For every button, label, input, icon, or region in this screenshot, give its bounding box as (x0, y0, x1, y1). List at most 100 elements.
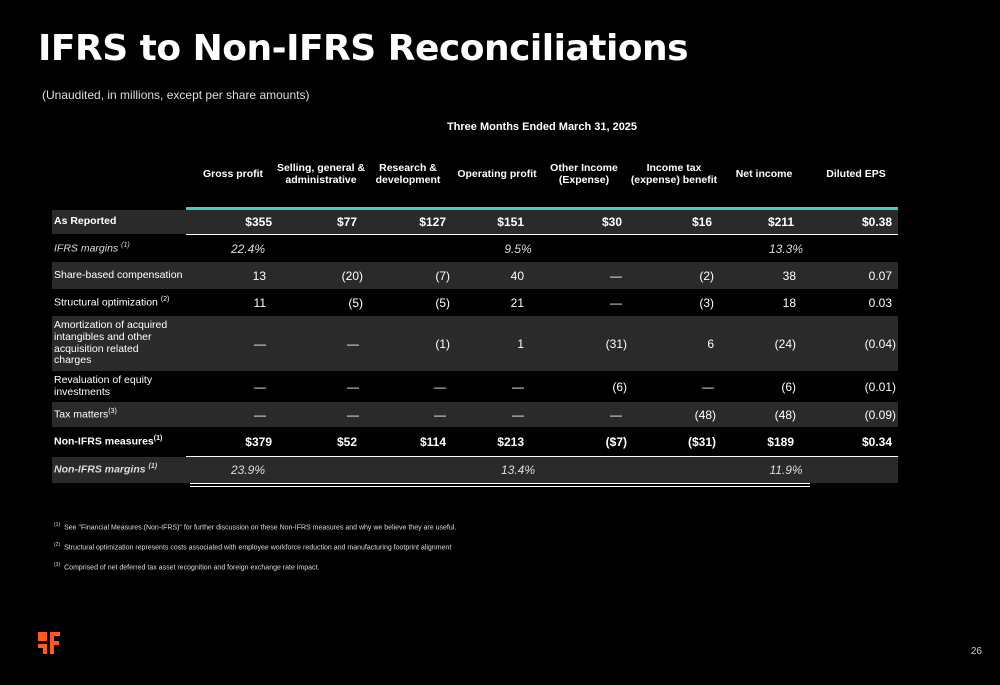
cell-income-tax: ($31) (687, 434, 716, 449)
col-header-diluted-eps: Diluted EPS (826, 168, 886, 181)
cell-gross-profit: — (254, 407, 266, 422)
row-label: Share-based compensation (54, 268, 183, 281)
cell-other-income: — (610, 407, 622, 422)
cell-other-income: (6) (612, 379, 627, 394)
row-label: IFRS margins (1) (54, 241, 130, 255)
cell-operating-profit: $151 (497, 215, 524, 229)
col-header-rnd: Research & development (375, 162, 441, 186)
col-header-net-income: Net income (735, 168, 793, 181)
cell-rnd: (5) (435, 295, 450, 310)
cell-rnd: $127 (419, 215, 446, 229)
row-non-ifrs-margins: Non-IFRS margins (1) 23.9% 13.4% 11.9% (52, 457, 898, 483)
margin-operating: 9.5% (504, 241, 532, 256)
cell-gross-profit: — (254, 336, 266, 351)
double-underline (190, 483, 810, 484)
cell-net-income: (24) (774, 336, 796, 351)
margin-net: 11.9% (769, 463, 803, 477)
cell-sga: $52 (336, 434, 357, 449)
cell-other-income: — (610, 268, 622, 283)
cell-income-tax: (2) (699, 268, 714, 283)
row-label: As Reported (54, 215, 117, 228)
row-revaluation: Revaluation of equity investments — — — … (52, 371, 898, 402)
row-label: Non-IFRS margins (1) (54, 463, 158, 476)
cell-operating-profit: — (512, 379, 524, 394)
col-header-sga: Selling, general & administrative (276, 162, 366, 186)
cell-diluted-eps: 0.03 (868, 295, 892, 310)
col-header-other-income: Other Income (Expense) (550, 162, 618, 186)
row-tax-matters: Tax matters(3) — — — — — (48) (48) (0.09… (52, 402, 898, 427)
cell-gross-profit: 11 (253, 295, 266, 310)
cell-operating-profit: 21 (510, 295, 524, 310)
row-label: Non-IFRS measures(1) (54, 434, 163, 448)
cell-net-income: $189 (767, 434, 794, 449)
row-ifrs-margins: IFRS margins (1) 22.4% 9.5% 13.3% (52, 235, 898, 262)
footnote: (1) See "Financial Measures (Non-IFRS)" f… (54, 522, 457, 532)
row-structural-optimization: Structural optimization (2) 11 (5) (5) 2… (52, 289, 898, 316)
cell-diluted-eps: (0.09) (864, 407, 896, 422)
margin-gross: 23.9% (230, 463, 266, 477)
row-share-based-compensation: Share-based compensation 13 (20) (7) 40 … (52, 262, 898, 289)
cell-other-income: ($7) (605, 434, 627, 449)
page-number: 26 (970, 646, 982, 657)
divider (186, 456, 898, 457)
cell-sga: $77 (336, 215, 357, 229)
cell-gross-profit: 13 (252, 268, 266, 283)
footnote: (2) Structural optimization represents co… (54, 542, 452, 552)
col-header-gross-profit: Gross profit (202, 168, 264, 181)
period-header: Three Months Ended March 31, 2025 (446, 121, 638, 133)
row-as-reported: As Reported $355 $77 $127 $151 $30 $16 $… (52, 210, 898, 234)
margin-gross: 22.4% (230, 241, 266, 256)
cell-net-income: $211 (767, 215, 794, 229)
cell-sga: (20) (341, 268, 363, 283)
cell-net-income: (6) (781, 379, 796, 394)
row-label: Revaluation of equity investments (54, 373, 153, 398)
cell-net-income: (48) (774, 407, 796, 422)
cell-income-tax: — (702, 379, 714, 394)
col-header-operating-profit: Operating profit (457, 168, 537, 181)
cell-diluted-eps: (0.04) (864, 336, 896, 351)
cell-rnd: — (434, 407, 446, 422)
cell-income-tax: $16 (691, 215, 712, 229)
cell-income-tax: (48) (694, 407, 716, 422)
header-accent-bar (186, 207, 898, 210)
cell-gross-profit: — (254, 379, 266, 394)
brand-logo-icon (38, 632, 60, 654)
cell-operating-profit: $213 (497, 434, 524, 449)
double-underline (190, 486, 810, 487)
cell-net-income: 18 (782, 295, 796, 310)
row-label: Structural optimization (2) (54, 295, 170, 309)
cell-income-tax: (3) (699, 295, 714, 310)
cell-income-tax: 6 (707, 336, 714, 351)
cell-other-income: $30 (601, 215, 622, 229)
cell-operating-profit: 40 (510, 268, 524, 283)
footnote: (3) Comprised of net deferred tax asset r… (54, 562, 320, 572)
cell-sga: — (347, 336, 359, 351)
page-title: IFRS to Non-IFRS Reconciliations (38, 28, 689, 69)
margin-net: 13.3% (768, 241, 804, 256)
cell-rnd: (1) (435, 336, 450, 351)
cell-diluted-eps: $0.34 (861, 434, 892, 449)
cell-diluted-eps: (0.01) (864, 379, 896, 394)
cell-other-income: (31) (605, 336, 627, 351)
divider (186, 234, 898, 235)
row-amortization: Amortization of acquired intangibles and… (52, 316, 898, 371)
cell-sga: — (347, 379, 359, 394)
row-label: Amortization of acquired intangibles and… (54, 319, 168, 367)
cell-diluted-eps: 0.07 (868, 268, 892, 283)
cell-operating-profit: — (512, 407, 524, 422)
cell-diluted-eps: $0.38 (861, 215, 892, 229)
row-label: Tax matters(3) (54, 407, 117, 421)
cell-gross-profit: $355 (245, 215, 272, 229)
margin-operating: 13.4% (500, 463, 536, 477)
cell-gross-profit: $379 (245, 434, 272, 449)
col-header-income-tax: Income tax (expense) benefit (630, 162, 718, 186)
row-non-ifrs-measures: Non-IFRS measures(1) $379 $52 $114 $213 … (52, 427, 898, 456)
cell-sga: (5) (348, 295, 363, 310)
cell-net-income: 38 (782, 268, 796, 283)
page-subtitle: (Unaudited, in millions, except per shar… (42, 88, 310, 102)
cell-rnd: — (434, 379, 446, 394)
cell-rnd: (7) (435, 268, 450, 283)
cell-sga: — (347, 407, 359, 422)
cell-other-income: — (610, 295, 622, 310)
cell-operating-profit: 1 (517, 336, 524, 351)
